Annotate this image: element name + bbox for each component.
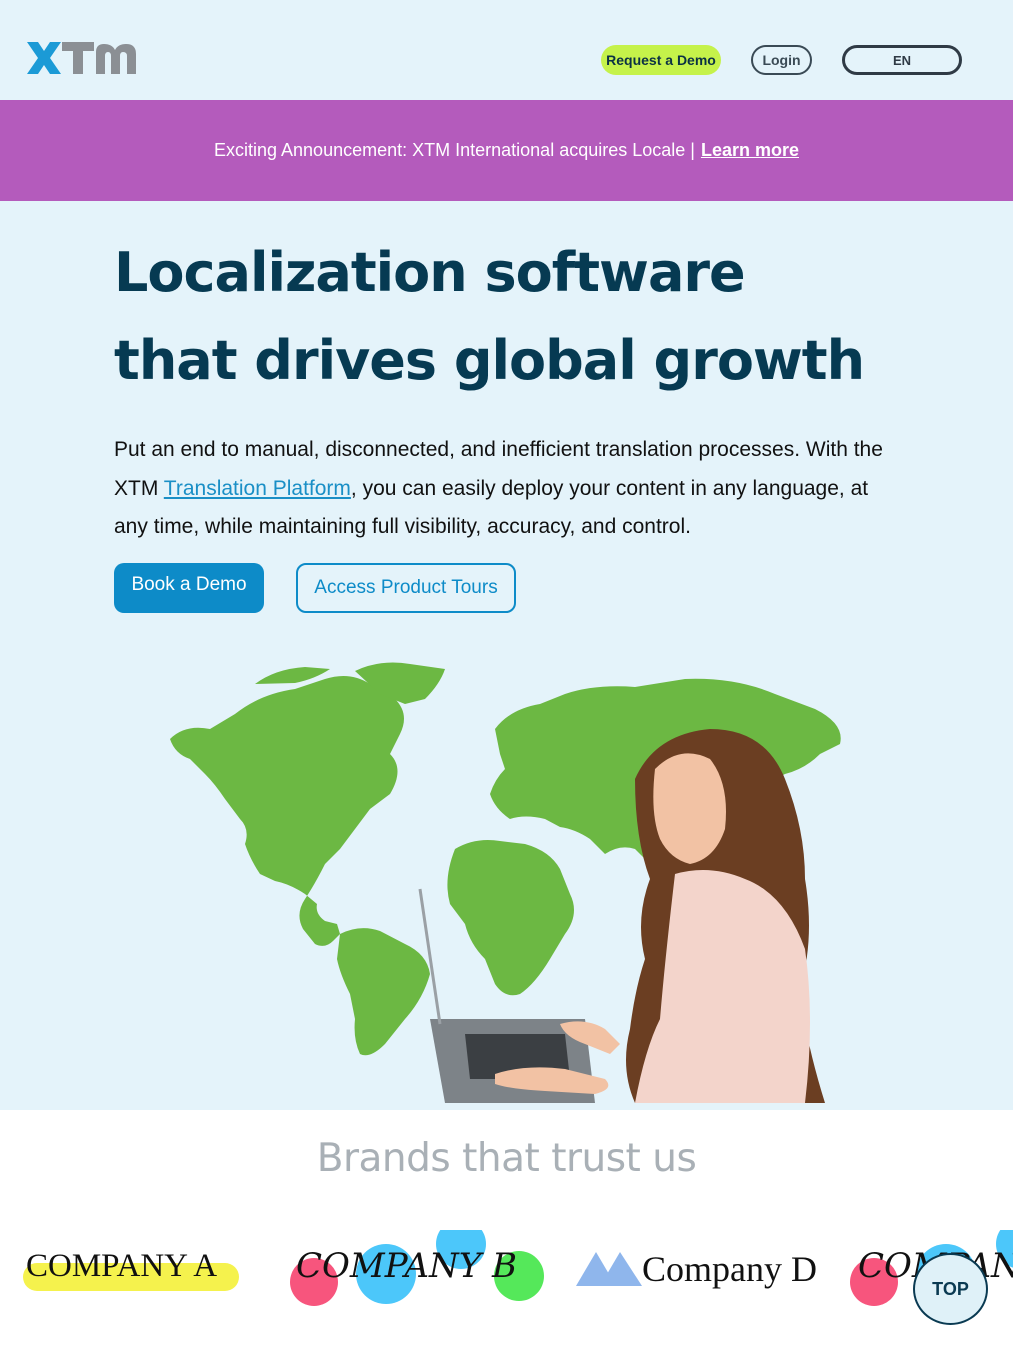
brand-logo-company-b: COMPANY B	[288, 1230, 548, 1310]
xtm-logo[interactable]: XTM	[24, 38, 152, 78]
translation-platform-link[interactable]: Translation Platform	[163, 476, 351, 500]
brand-label: COMPANY B	[296, 1246, 517, 1286]
book-demo-button[interactable]: Book a Demo	[114, 563, 264, 613]
brand-logo-company-d: Company D	[574, 1230, 824, 1310]
mountain-icon	[576, 1252, 642, 1286]
bubble-shapes	[290, 1230, 544, 1306]
world-map-woman-laptop-illustration	[170, 662, 841, 1103]
product-tours-button[interactable]: Access Product Tours	[296, 563, 516, 613]
hero-section: Localization software that drives global…	[0, 201, 1013, 1110]
brands-title: Brands that trust us	[316, 1136, 697, 1181]
hero-description: Put an end to manual, disconnected, and …	[114, 431, 904, 547]
hero-text-part: Put an end to manual, disconnected, and …	[114, 438, 883, 500]
highlight-shape	[23, 1263, 239, 1291]
brand-logo-company-a: COMPANY A	[20, 1230, 245, 1310]
scroll-to-top-button[interactable]: TOP	[913, 1253, 988, 1325]
brand-label: COMPANY A	[26, 1248, 218, 1284]
login-button[interactable]: Login	[751, 45, 812, 75]
hero-title: Localization software that drives global…	[114, 241, 865, 392]
learn-more-link[interactable]: Learn more	[700, 140, 799, 160]
language-selector[interactable]: EN	[842, 45, 962, 75]
site-header: XTM Request a Demo Login EN	[0, 0, 1013, 100]
hero-text-part: , you can easily deploy your content in …	[114, 476, 869, 539]
request-demo-button[interactable]: Request a Demo	[601, 45, 721, 75]
brand-label: Company D	[642, 1249, 817, 1289]
announcement-text: Exciting Announcement: XTM International…	[214, 140, 695, 160]
announcement-banner: Exciting Announcement: XTM International…	[0, 100, 1013, 201]
